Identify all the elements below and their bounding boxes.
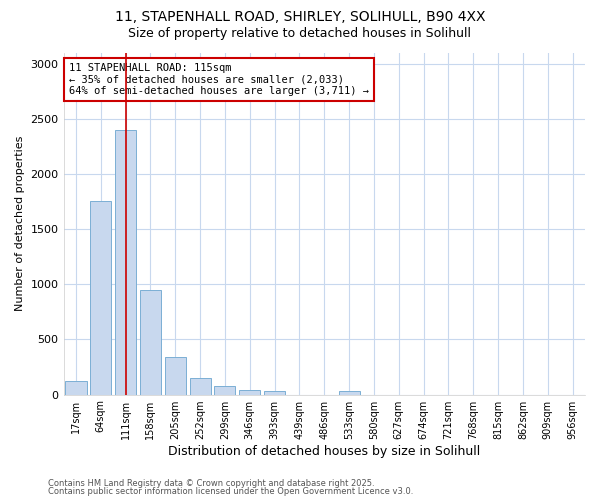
- Bar: [165, 357, 186, 395]
- Text: 11, STAPENHALL ROAD, SHIRLEY, SOLIHULL, B90 4XX: 11, STAPENHALL ROAD, SHIRLEY, SOLIHULL, …: [115, 10, 485, 24]
- Bar: [214, 386, 235, 394]
- Bar: [239, 390, 260, 394]
- X-axis label: Distribution of detached houses by size in Solihull: Distribution of detached houses by size …: [168, 444, 481, 458]
- Text: Size of property relative to detached houses in Solihull: Size of property relative to detached ho…: [128, 28, 472, 40]
- Text: Contains public sector information licensed under the Open Government Licence v3: Contains public sector information licen…: [48, 487, 413, 496]
- Bar: [90, 202, 112, 394]
- Bar: [190, 378, 211, 394]
- Bar: [264, 392, 285, 394]
- Bar: [115, 130, 136, 394]
- Bar: [140, 290, 161, 395]
- Text: 11 STAPENHALL ROAD: 115sqm
← 35% of detached houses are smaller (2,033)
64% of s: 11 STAPENHALL ROAD: 115sqm ← 35% of deta…: [69, 63, 369, 96]
- Y-axis label: Number of detached properties: Number of detached properties: [15, 136, 25, 311]
- Bar: [338, 392, 359, 394]
- Text: Contains HM Land Registry data © Crown copyright and database right 2025.: Contains HM Land Registry data © Crown c…: [48, 478, 374, 488]
- Bar: [65, 382, 86, 394]
